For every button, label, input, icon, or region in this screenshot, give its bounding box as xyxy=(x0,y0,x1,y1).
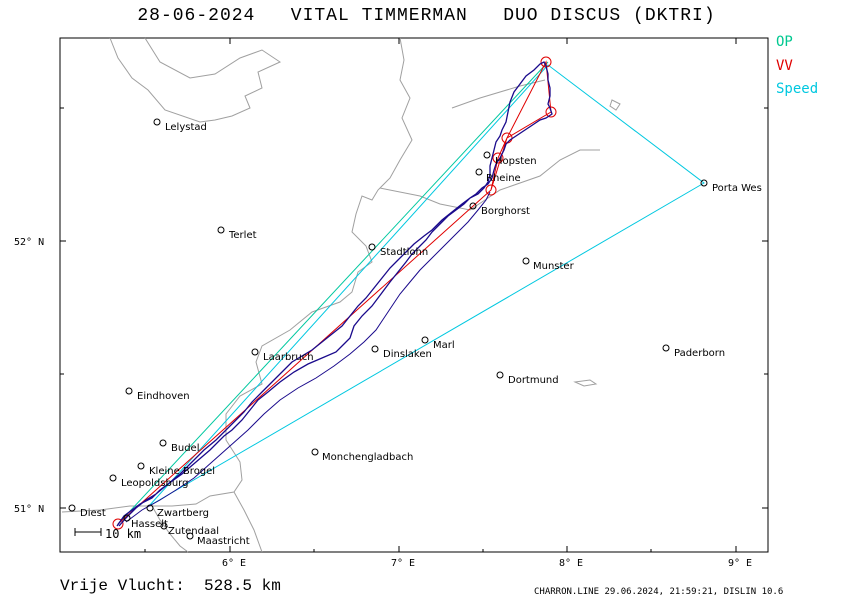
country-borders xyxy=(61,37,621,553)
place-terlet: Terlet xyxy=(228,230,257,241)
place-hasselt: Hasselt xyxy=(131,519,168,530)
place-labels: Lelystad Terlet Stadtlohn Hopsten Rheine… xyxy=(80,122,762,547)
place-stadtlohn: Stadtlohn xyxy=(380,247,428,258)
place-borghorst: Borghorst xyxy=(481,206,530,217)
vv-line xyxy=(117,60,552,525)
op-line xyxy=(117,61,549,525)
legend-op: OP xyxy=(776,34,793,50)
place-monchengladbach: Monchengladbach xyxy=(322,452,413,463)
legend-vv-label: VV xyxy=(776,58,793,74)
place-dinslaken: Dinslaken xyxy=(383,349,432,360)
place-paderborn: Paderborn xyxy=(674,348,725,359)
place-maastricht: Maastricht xyxy=(197,536,250,547)
distance-summary: Vrije Vlucht: 528.5 km xyxy=(60,577,281,595)
place-eindhoven: Eindhoven xyxy=(137,391,190,402)
place-budel: Budel xyxy=(171,443,199,454)
scale-label: 10 km xyxy=(105,527,141,541)
place-munster: Munster xyxy=(533,261,575,272)
place-leopoldsburg: Leopoldsburg xyxy=(121,478,188,489)
lon-label-7: 7° E xyxy=(391,558,415,569)
legend-speed-label: Speed xyxy=(776,81,819,97)
lat-label-52: 52° N xyxy=(14,237,44,248)
place-zutendaal: Zutendaal xyxy=(168,526,219,537)
credit-line: CHARRON.LINE 29.06.2024, 21:59:21, DISLI… xyxy=(534,587,784,597)
place-diest: Diest xyxy=(80,508,106,519)
legend-speed: Speed xyxy=(776,81,818,97)
lon-label-9: 9° E xyxy=(728,558,752,569)
place-lelystad: Lelystad xyxy=(165,122,207,133)
place-kleine-brogel: Kleine Brogel xyxy=(149,466,215,477)
map-title: 28-06-2024 VITAL TIMMERMAN DUO DISCUS (D… xyxy=(137,6,716,26)
lon-label-6: 6° E xyxy=(222,558,246,569)
flight-track-return xyxy=(125,191,491,523)
place-laarbruch: Laarbruch xyxy=(263,352,314,363)
legend-vv: VV xyxy=(776,58,793,74)
place-rheine: Rheine xyxy=(486,173,521,184)
place-markers xyxy=(68,118,708,540)
legend-op-label: OP xyxy=(776,34,793,50)
axis-ticks xyxy=(60,38,768,552)
scale-bar: 10 km xyxy=(74,527,141,541)
place-porta-wes: Porta Wes xyxy=(712,183,762,194)
place-hopsten: Hopsten xyxy=(495,156,537,167)
speed-triangle xyxy=(148,64,705,507)
lat-label-51: 51° N xyxy=(14,504,44,515)
place-marl: Marl xyxy=(433,340,455,351)
map-frame xyxy=(59,37,769,553)
place-zwartberg: Zwartberg xyxy=(157,508,209,519)
lon-label-8: 8° E xyxy=(559,558,583,569)
place-dortmund: Dortmund xyxy=(508,375,559,386)
flight-track xyxy=(116,61,553,527)
